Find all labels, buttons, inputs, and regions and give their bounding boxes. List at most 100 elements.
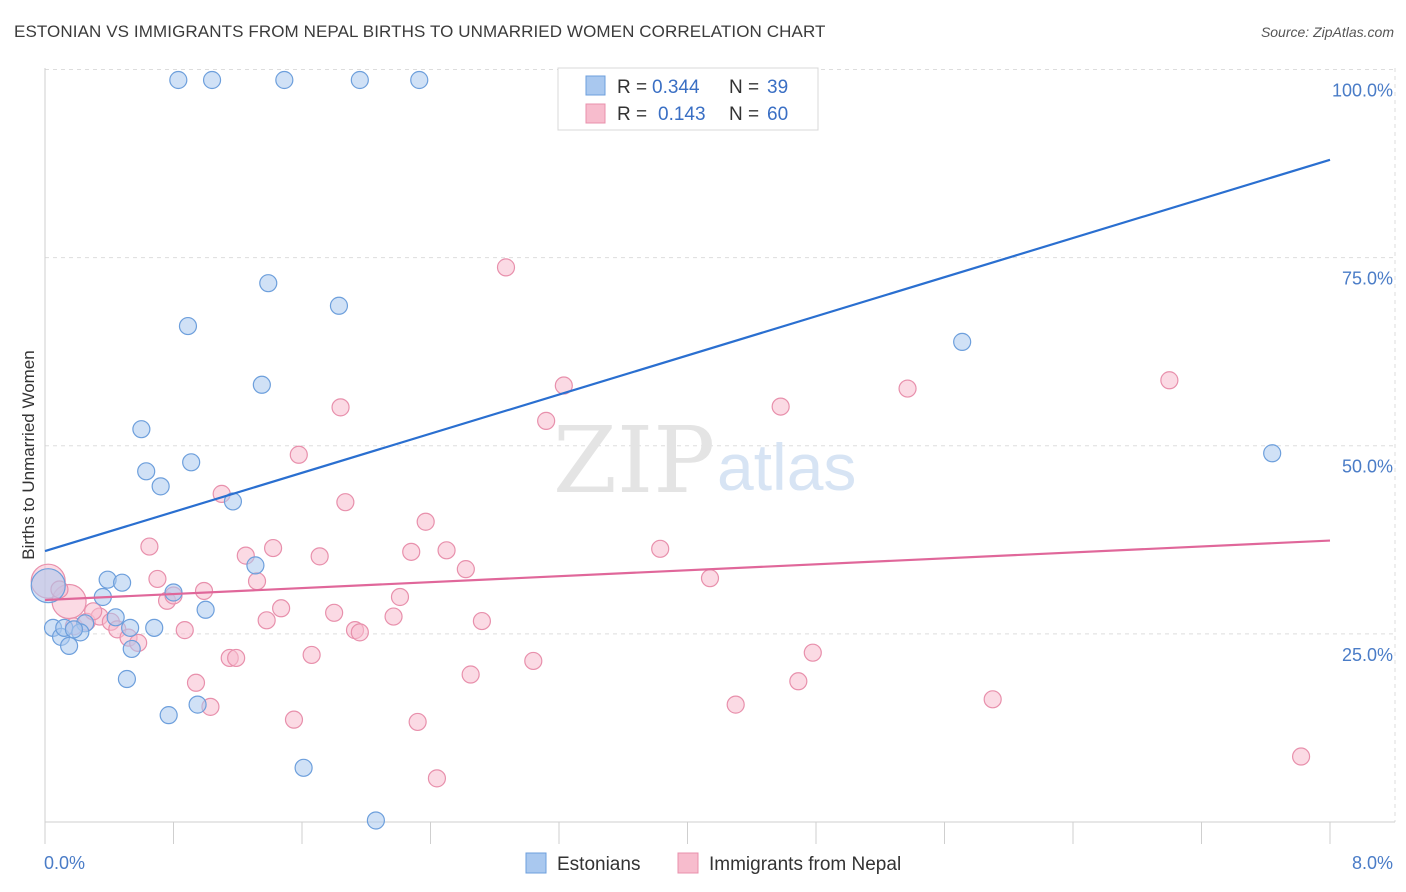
point-nepal-10 (148, 569, 167, 589)
point-estonians-30 (329, 296, 349, 315)
point-nepal-9 (140, 537, 159, 556)
point-nepal-27 (302, 645, 321, 665)
point-estonians-22 (182, 453, 201, 472)
point-nepal-38 (416, 512, 435, 531)
legend-swatch-estonians[interactable] (525, 852, 547, 874)
point-nepal-31 (336, 493, 355, 512)
watermark: ZIP atlas (553, 407, 856, 514)
point-estonians-18 (164, 583, 183, 602)
point-nepal-49 (700, 569, 720, 588)
point-nepal-13 (175, 621, 194, 640)
chart-title: ESTONIAN VS IMMIGRANTS FROM NEPAL BIRTHS… (14, 22, 826, 41)
point-estonians-12 (121, 618, 140, 637)
point-estonians-27 (252, 375, 271, 394)
point-estonians-14 (117, 669, 137, 689)
series-legend: Estonians Immigrants from Nepal (525, 852, 901, 875)
point-nepal-48 (651, 539, 670, 558)
point-estonians-24 (196, 600, 215, 619)
point-estonians-3 (59, 636, 79, 656)
points-layer (30, 70, 1311, 830)
point-nepal-19 (227, 648, 246, 668)
stats-legend-n-value-estonians: 39 (767, 77, 788, 98)
point-estonians-16 (137, 462, 156, 481)
y-tick-label-25: 25.0% (1342, 645, 1393, 665)
point-nepal-43 (472, 611, 491, 631)
stats-legend-r-value-nepal: 0.143 (658, 104, 706, 125)
point-estonians-19 (145, 618, 164, 637)
legend-label-nepal[interactable]: Immigrants from Nepal (709, 854, 901, 875)
point-nepal-22 (257, 611, 276, 630)
point-nepal-44 (496, 258, 516, 277)
point-nepal-56 (1160, 371, 1179, 390)
point-nepal-28 (310, 547, 329, 566)
x-tick-label-max: 8.0% (1352, 853, 1393, 873)
point-nepal-23 (263, 538, 283, 558)
point-estonians-11 (112, 573, 132, 592)
point-estonians-17 (151, 477, 170, 496)
point-nepal-42 (461, 665, 480, 684)
y-axis-label: Births to Unmarried Women (19, 350, 38, 559)
point-estonians-32 (169, 70, 188, 90)
point-estonians-26 (246, 556, 265, 575)
chart-source: Source: ZipAtlas.com (1260, 24, 1394, 40)
axes-layer: 25.0% 50.0% 75.0% 100.0% 0.0% 8.0% (44, 68, 1395, 873)
point-nepal-36 (402, 542, 421, 561)
point-nepal-24 (272, 599, 291, 618)
point-nepal-41 (456, 560, 475, 579)
point-nepal-55 (983, 690, 1002, 709)
stats-legend: R = 0.344 N = 39 R = 0.143 N = 60 (557, 67, 819, 131)
point-estonians-7 (64, 620, 84, 639)
point-nepal-15 (194, 581, 214, 601)
point-nepal-35 (390, 587, 410, 607)
point-estonians-10 (106, 608, 125, 627)
point-nepal-51 (771, 397, 790, 416)
stats-legend-r-value-estonians: 0.344 (652, 77, 700, 98)
point-estonians-36 (410, 70, 429, 90)
legend-label-estonians[interactable]: Estonians (557, 854, 640, 875)
point-nepal-14 (186, 673, 206, 692)
point-nepal-33 (350, 623, 369, 642)
point-estonians-31 (366, 811, 385, 830)
point-nepal-34 (384, 607, 403, 626)
point-nepal-37 (408, 712, 427, 732)
legend-swatch-nepal[interactable] (677, 852, 699, 874)
trend-layer (44, 158, 1331, 602)
point-estonians-34 (275, 70, 294, 90)
point-estonians-29 (294, 758, 313, 777)
point-estonians-21 (178, 316, 198, 336)
stats-legend-n-value-nepal: 60 (767, 104, 788, 125)
point-nepal-50 (726, 695, 745, 714)
stats-legend-n-label-nepal: N = (729, 104, 759, 125)
point-estonians-33 (202, 70, 222, 90)
point-nepal-52 (789, 672, 808, 691)
point-estonians-38 (1263, 444, 1282, 463)
point-nepal-46 (537, 411, 556, 430)
point-estonians-20 (159, 706, 178, 725)
point-estonians-28 (259, 274, 278, 293)
point-estonians-23 (188, 695, 207, 714)
watermark-atlas: atlas (717, 430, 856, 504)
point-estonians-15 (132, 420, 151, 439)
trend-line-estonians (44, 158, 1331, 553)
stats-legend-r-label-nepal: R = (617, 104, 647, 125)
point-nepal-21 (247, 572, 267, 591)
point-estonians-35 (350, 70, 369, 90)
stats-legend-swatch-nepal (585, 103, 606, 124)
point-nepal-40 (437, 541, 456, 560)
point-nepal-26 (289, 445, 308, 464)
point-estonians-37 (953, 332, 972, 351)
stats-legend-r-label-estonians: R = (617, 77, 647, 98)
x-tick-label-min: 0.0% (44, 853, 85, 873)
point-nepal-53 (803, 643, 822, 662)
stats-legend-swatch-estonians (585, 75, 606, 96)
point-estonians-13 (122, 639, 141, 659)
point-nepal-30 (331, 398, 350, 417)
point-nepal-45 (524, 651, 543, 671)
point-nepal-25 (284, 710, 304, 729)
point-nepal-57 (1291, 747, 1311, 766)
point-estonians-0 (30, 568, 66, 604)
y-tick-label-50: 50.0% (1342, 457, 1393, 477)
y-tick-label-75: 75.0% (1342, 269, 1393, 289)
point-nepal-29 (325, 603, 344, 622)
